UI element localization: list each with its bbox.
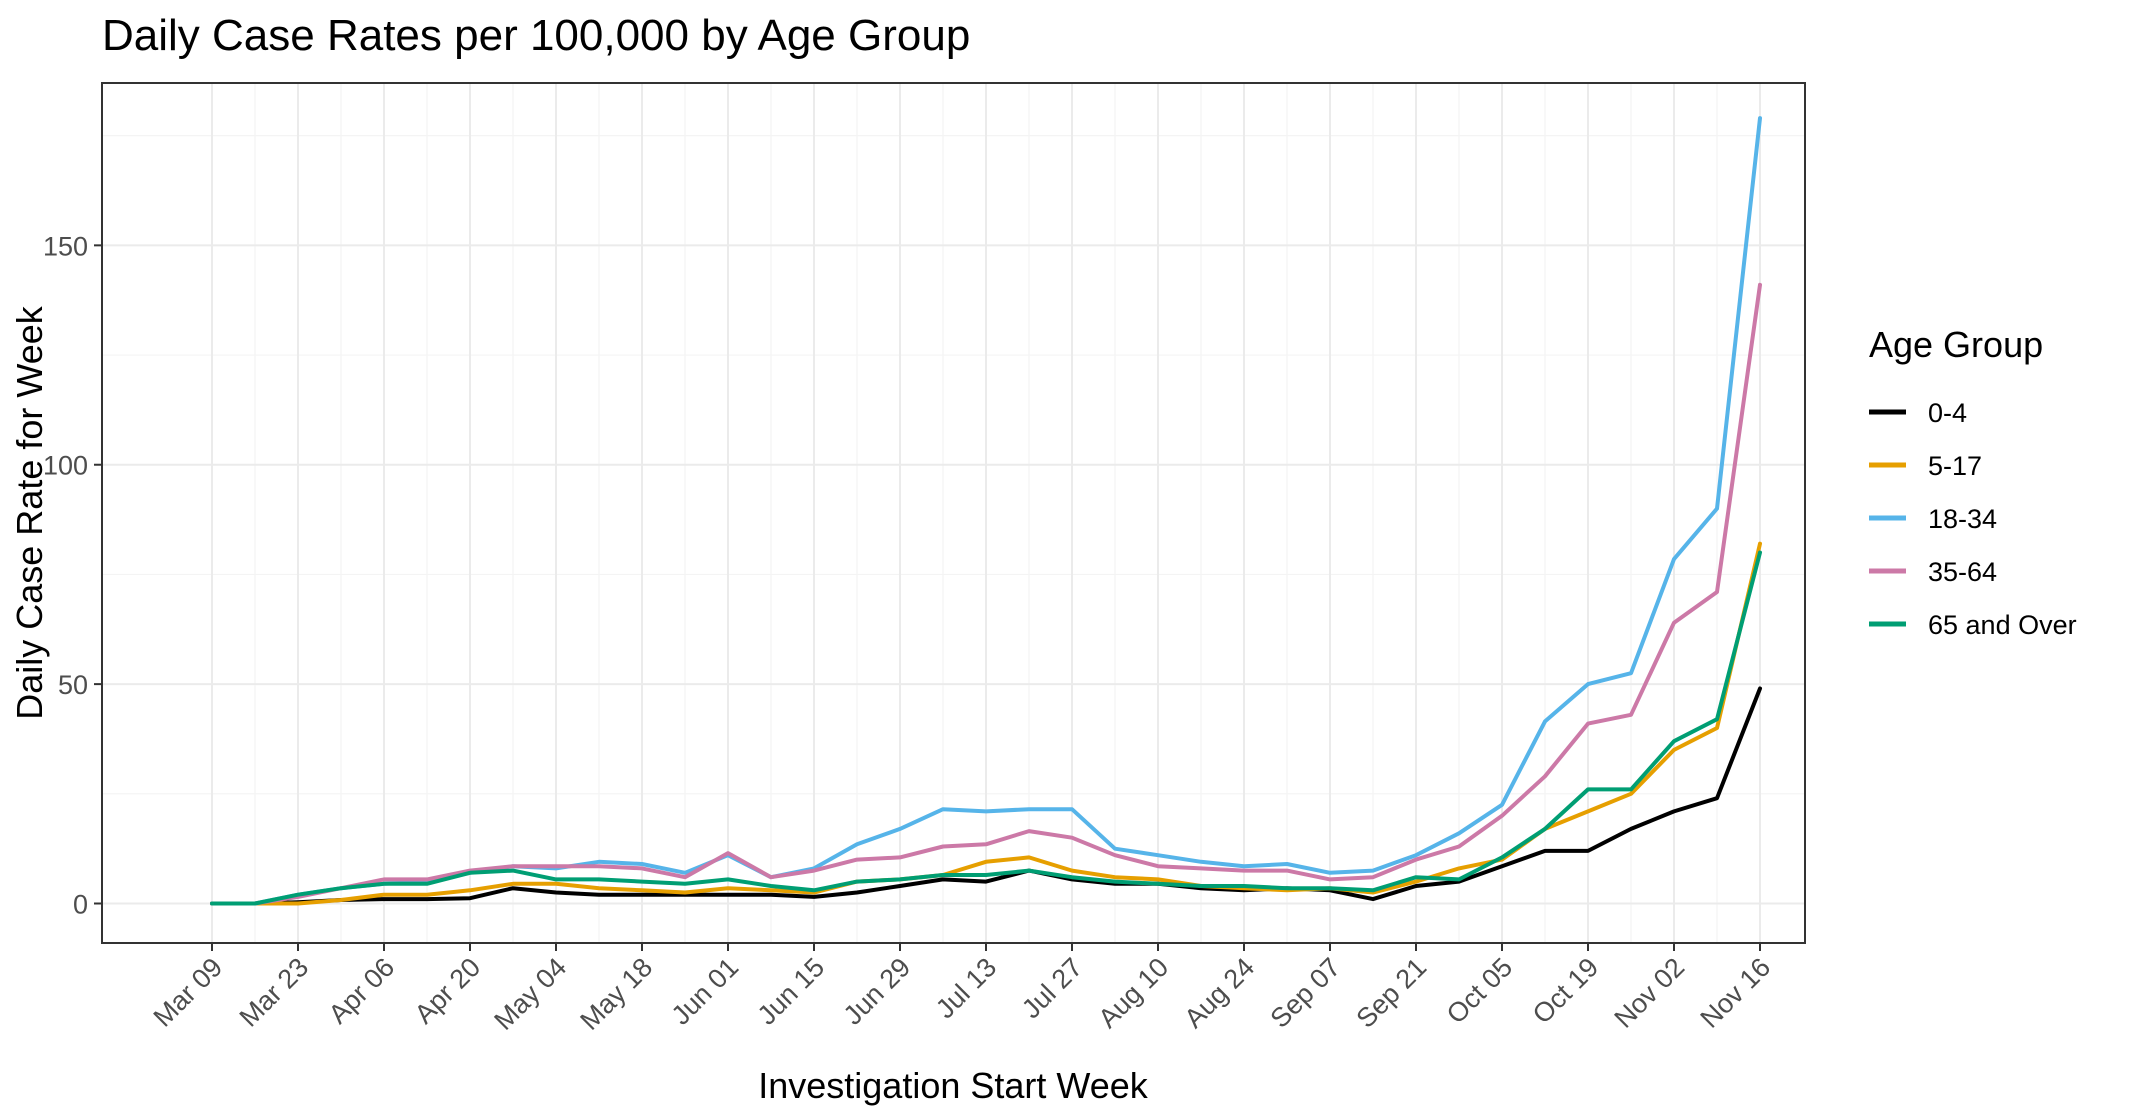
minor-gridlines: [102, 83, 1805, 943]
y-axis-title: Daily Case Rate for Week: [9, 305, 50, 719]
x-tick-label: Apr 06: [323, 952, 400, 1029]
major-gridlines: [102, 83, 1805, 943]
y-tick-label: 0: [73, 890, 88, 920]
x-tick-label: Sep 07: [1265, 952, 1347, 1034]
x-tick-label: Mar 09: [148, 952, 229, 1033]
legend-label-18-34: 18-34: [1928, 504, 1997, 534]
x-tick-label: May 18: [574, 952, 658, 1036]
plot-panel: [102, 83, 1805, 943]
x-tick-label: Aug 10: [1093, 952, 1175, 1034]
legend-label-5-17: 5-17: [1928, 451, 1982, 481]
legend: Age Group 0-4 5-17 18-34 35-64 65 and Over: [1869, 324, 2077, 640]
x-tick-label: Jun 01: [666, 952, 745, 1031]
legend-title: Age Group: [1869, 324, 2043, 365]
y-axis-ticks: 0 50 100 150: [43, 231, 102, 920]
x-tick-label: May 04: [488, 952, 572, 1036]
legend-label-65-and-over: 65 and Over: [1928, 610, 2077, 640]
y-tick-label: 100: [43, 451, 88, 481]
x-tick-label: Oct 19: [1527, 952, 1604, 1029]
series-lines: [210, 116, 1762, 906]
y-tick-label: 50: [58, 670, 88, 700]
plot-panel-border: [101, 82, 1806, 944]
x-axis-ticks: Mar 09 Mar 23 Apr 06 Apr 20 May 04 May 18 Jun …: [148, 943, 1777, 1036]
x-tick-label: Oct 05: [1441, 952, 1518, 1029]
x-axis-title: Investigation Start Week: [758, 1065, 1149, 1106]
series-line-0-4: [210, 686, 1762, 906]
series-line-35-64: [210, 282, 1762, 906]
x-tick-label: Aug 24: [1179, 952, 1261, 1034]
x-tick-label: Jun 29: [838, 952, 917, 1031]
x-tick-label: Jun 15: [752, 952, 831, 1031]
x-tick-label: Mar 23: [234, 952, 315, 1033]
series-line-65-and-over: [210, 550, 1762, 906]
x-tick-label: Jul 13: [930, 952, 1002, 1024]
x-tick-label: Nov 16: [1695, 952, 1777, 1034]
x-tick-label: Apr 20: [409, 952, 486, 1029]
x-tick-label: Sep 21: [1351, 952, 1433, 1034]
y-tick-label: 150: [43, 231, 88, 261]
x-tick-label: Nov 02: [1609, 952, 1691, 1034]
x-tick-label: Jul 27: [1016, 952, 1088, 1024]
legend-label-0-4: 0-4: [1928, 398, 1967, 428]
chart-title: Daily Case Rates per 100,000 by Age Grou…: [102, 11, 970, 60]
legend-label-35-64: 35-64: [1928, 557, 1997, 587]
